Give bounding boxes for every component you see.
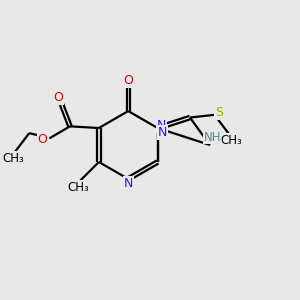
Text: N: N (157, 118, 166, 131)
Text: CH₃: CH₃ (67, 181, 89, 194)
Text: N: N (124, 177, 133, 190)
Text: O: O (123, 74, 133, 87)
Text: N: N (158, 125, 167, 139)
Text: S: S (215, 106, 223, 119)
Text: O: O (38, 133, 48, 146)
Text: CH₃: CH₃ (2, 152, 24, 165)
Text: CH₃: CH₃ (221, 134, 242, 147)
Text: O: O (54, 91, 63, 104)
Text: NH: NH (204, 130, 222, 143)
